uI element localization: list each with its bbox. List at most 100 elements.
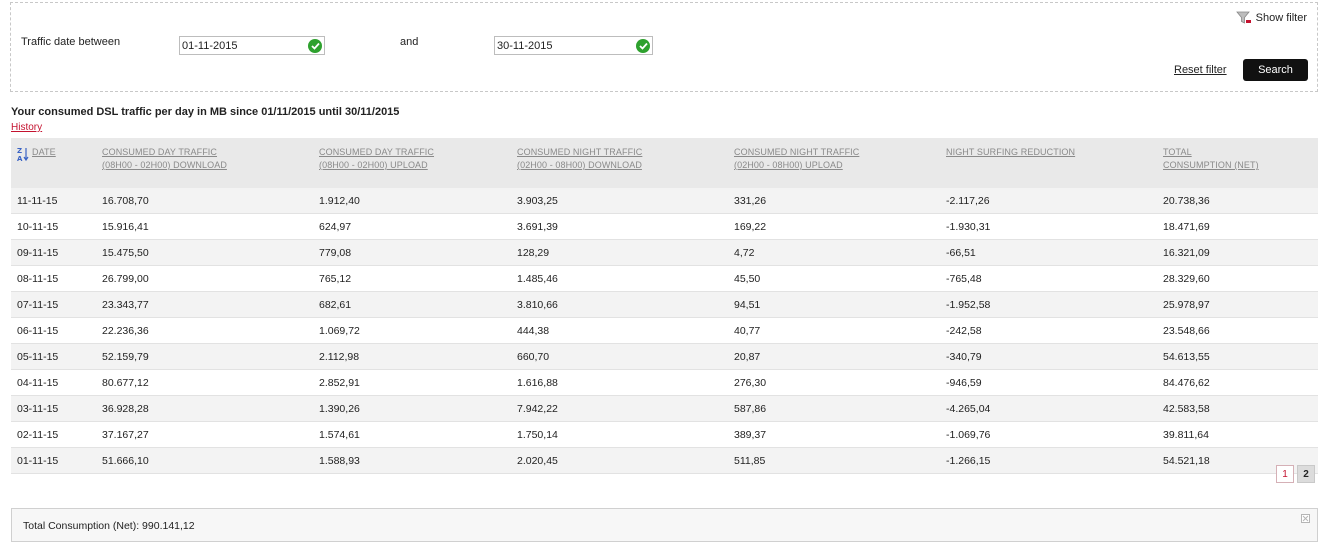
check-icon	[308, 38, 322, 53]
column-header-line2: (08H00 - 02H00) upload	[319, 160, 428, 170]
table-cell: 39.811,64	[1163, 421, 1318, 448]
table-cell: 02-11-15	[11, 421, 102, 448]
table-row: 11-11-15 16.708,70 1.912,40 3.903,25 331,26-…	[11, 188, 1318, 214]
table-cell: 682,61	[319, 291, 517, 318]
table-row: 07-11-15 23.343,77 682,61 3.810,66 94,51 -1.9…	[11, 291, 1318, 318]
column-header-line1: Consumed day traffic	[319, 147, 435, 157]
table-row: 10-11-15 15.916,41 624,97 3.691,39 169,22 -1.…	[11, 213, 1318, 240]
table-cell: -242,58	[946, 317, 1163, 344]
table-cell: -1.266,15	[946, 447, 1163, 474]
date-to-field[interactable]: 30-11-2015	[494, 36, 653, 55]
table-cell: 276,30	[734, 369, 946, 396]
table-cell: 05-11-15	[11, 343, 102, 370]
table-cell: 54.613,55	[1163, 343, 1318, 370]
table-row: 03-11-15 36.928,28 1.390,26 7.942,22 587,86-…	[11, 395, 1318, 422]
svg-text:Z: Z	[17, 147, 22, 155]
table-cell: 331,26	[734, 188, 946, 214]
table-cell: 1.588,93	[319, 447, 517, 474]
table-cell: 1.390,26	[319, 395, 517, 422]
svg-text:A: A	[17, 155, 23, 162]
table-cell: 779,08	[319, 239, 517, 266]
table-cell: 28.329,60	[1163, 265, 1318, 292]
history-link[interactable]: History	[11, 122, 43, 133]
table-cell: 11-11-15	[11, 188, 102, 214]
table-cell: 15.916,41	[102, 213, 319, 240]
table-cell: 40,77	[734, 317, 946, 344]
table-cell: 7.942,22	[517, 395, 734, 422]
table-cell: 23.548,66	[1163, 317, 1318, 344]
table-cell: 36.928,28	[102, 395, 319, 422]
column-header-line1: Night surfing reduction	[946, 147, 1076, 157]
page-1-button[interactable]: 1	[1276, 465, 1294, 483]
table-cell: 25.978,97	[1163, 291, 1318, 318]
table-cell: 2.112,98	[319, 343, 517, 370]
table-cell: 765,12	[319, 265, 517, 292]
table-cell: -66,51	[946, 239, 1163, 266]
column-header-day-upload[interactable]: Consumed day traffic (08H00 - 02H00) uplo…	[319, 138, 517, 188]
column-header-night-download[interactable]: Consumed night traffic (02H00 - 08H00) do…	[517, 138, 734, 188]
table-cell: 660,70	[517, 343, 734, 370]
column-header-night-upload[interactable]: Consumed night traffic (02H00 - 08H00) up…	[734, 138, 946, 188]
table-cell: 08-11-15	[11, 265, 102, 292]
table-cell: 128,29	[517, 239, 734, 266]
table-cell: 1.616,88	[517, 369, 734, 396]
table-cell: 169,22	[734, 213, 946, 240]
table-cell: 4,72	[734, 239, 946, 266]
table-cell: 1.069,72	[319, 317, 517, 344]
column-header-date[interactable]: Z A Date	[11, 138, 102, 188]
page-2-button[interactable]: 2	[1297, 465, 1315, 483]
column-header-line1: Total	[1163, 147, 1192, 157]
sort-az-icon[interactable]: Z A	[17, 146, 29, 162]
column-header-line1: Consumed night traffic	[517, 147, 643, 157]
table-cell: 10-11-15	[11, 213, 102, 240]
reset-filter-link[interactable]: Reset filter	[1174, 64, 1227, 76]
table-cell: 45,50	[734, 265, 946, 292]
table-cell: -4.265,04	[946, 395, 1163, 422]
column-header-total[interactable]: Total consumption (Net)	[1163, 138, 1318, 188]
total-consumption-box: Total Consumption (Net): 990.141,12	[11, 508, 1318, 542]
table-row: 04-11-15 80.677,12 2.852,91 1.616,88 276,30-…	[11, 369, 1318, 396]
close-icon[interactable]	[1301, 514, 1310, 523]
date-to-value[interactable]: 30-11-2015	[497, 39, 553, 52]
table-cell: 15.475,50	[102, 239, 319, 266]
table-cell: 3.810,66	[517, 291, 734, 318]
traffic-date-label: Traffic date between	[21, 36, 121, 48]
table-cell: 51.666,10	[102, 447, 319, 474]
column-header-night-reduction[interactable]: Night surfing reduction	[946, 138, 1163, 188]
table-cell: 26.799,00	[102, 265, 319, 292]
table-cell: 3.691,39	[517, 213, 734, 240]
table-cell: 42.583,58	[1163, 395, 1318, 422]
table-cell: 1.574,61	[319, 421, 517, 448]
table-cell: 444,38	[517, 317, 734, 344]
table-cell: -1.952,58	[946, 291, 1163, 318]
check-icon	[636, 38, 650, 53]
table-cell: 80.677,12	[102, 369, 319, 396]
table-row: 09-11-15 15.475,50 779,08 128,29 4,72 -66,51 1…	[11, 239, 1318, 266]
table-cell: -340,79	[946, 343, 1163, 370]
search-button[interactable]: Search	[1243, 59, 1308, 81]
date-from-field[interactable]: 01-11-2015	[179, 36, 325, 55]
traffic-table: Z A Date Consumed day traffic (08H00 - 02…	[11, 138, 1318, 474]
filter-panel: Show filter Traffic date between 01-11-2…	[10, 2, 1318, 92]
column-header-line2: (02H00 - 08H00) upload	[734, 160, 843, 170]
table-cell: 624,97	[319, 213, 517, 240]
table-row: 01-11-15 51.666,10 1.588,93 2.020,45 511,85-…	[11, 447, 1318, 474]
column-header-line1: Consumed day traffic	[102, 147, 218, 157]
show-filter-toggle[interactable]: Show filter	[1235, 11, 1307, 25]
column-header-label[interactable]: Date	[32, 147, 56, 157]
table-cell: 03-11-15	[11, 395, 102, 422]
date-from-value[interactable]: 01-11-2015	[182, 39, 238, 52]
table-cell: 16.321,09	[1163, 239, 1318, 266]
total-consumption-text: Total Consumption (Net): 990.141,12	[23, 520, 195, 532]
table-cell: 16.708,70	[102, 188, 319, 214]
table-row: 05-11-15 52.159,79 2.112,98 660,70 20,87 -340…	[11, 343, 1318, 370]
table-cell: 06-11-15	[11, 317, 102, 344]
table-cell: 389,37	[734, 421, 946, 448]
and-label: and	[400, 36, 419, 48]
table-cell: 511,85	[734, 447, 946, 474]
column-header-day-download[interactable]: Consumed day traffic (08H00 - 02H00) down…	[102, 138, 319, 188]
table-cell: -946,59	[946, 369, 1163, 396]
table-cell: 20,87	[734, 343, 946, 370]
table-cell: 84.476,62	[1163, 369, 1318, 396]
table-cell: 01-11-15	[11, 447, 102, 474]
